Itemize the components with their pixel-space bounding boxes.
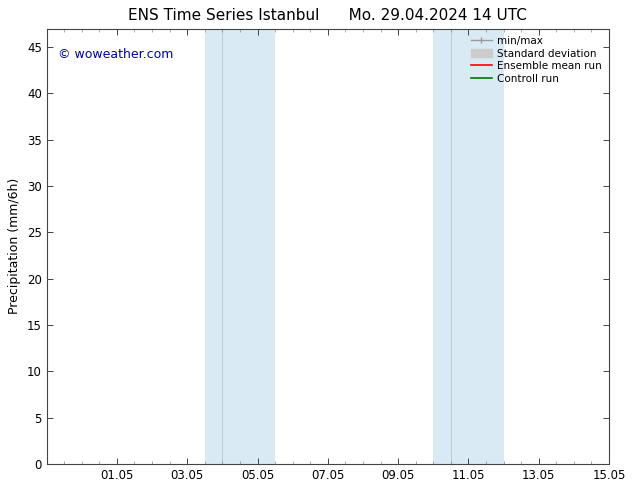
Bar [451,29,503,464]
Bar [433,29,451,464]
Title: ENS Time Series Istanbul      Mo. 29.04.2024 14 UTC: ENS Time Series Istanbul Mo. 29.04.2024 … [128,8,527,24]
Y-axis label: Precipitation (mm/6h): Precipitation (mm/6h) [8,178,22,315]
Legend: min/max, Standard deviation, Ensemble mean run, Controll run: min/max, Standard deviation, Ensemble me… [469,34,604,86]
Bar [223,29,275,464]
Text: © woweather.com: © woweather.com [58,48,173,61]
Bar [205,29,223,464]
